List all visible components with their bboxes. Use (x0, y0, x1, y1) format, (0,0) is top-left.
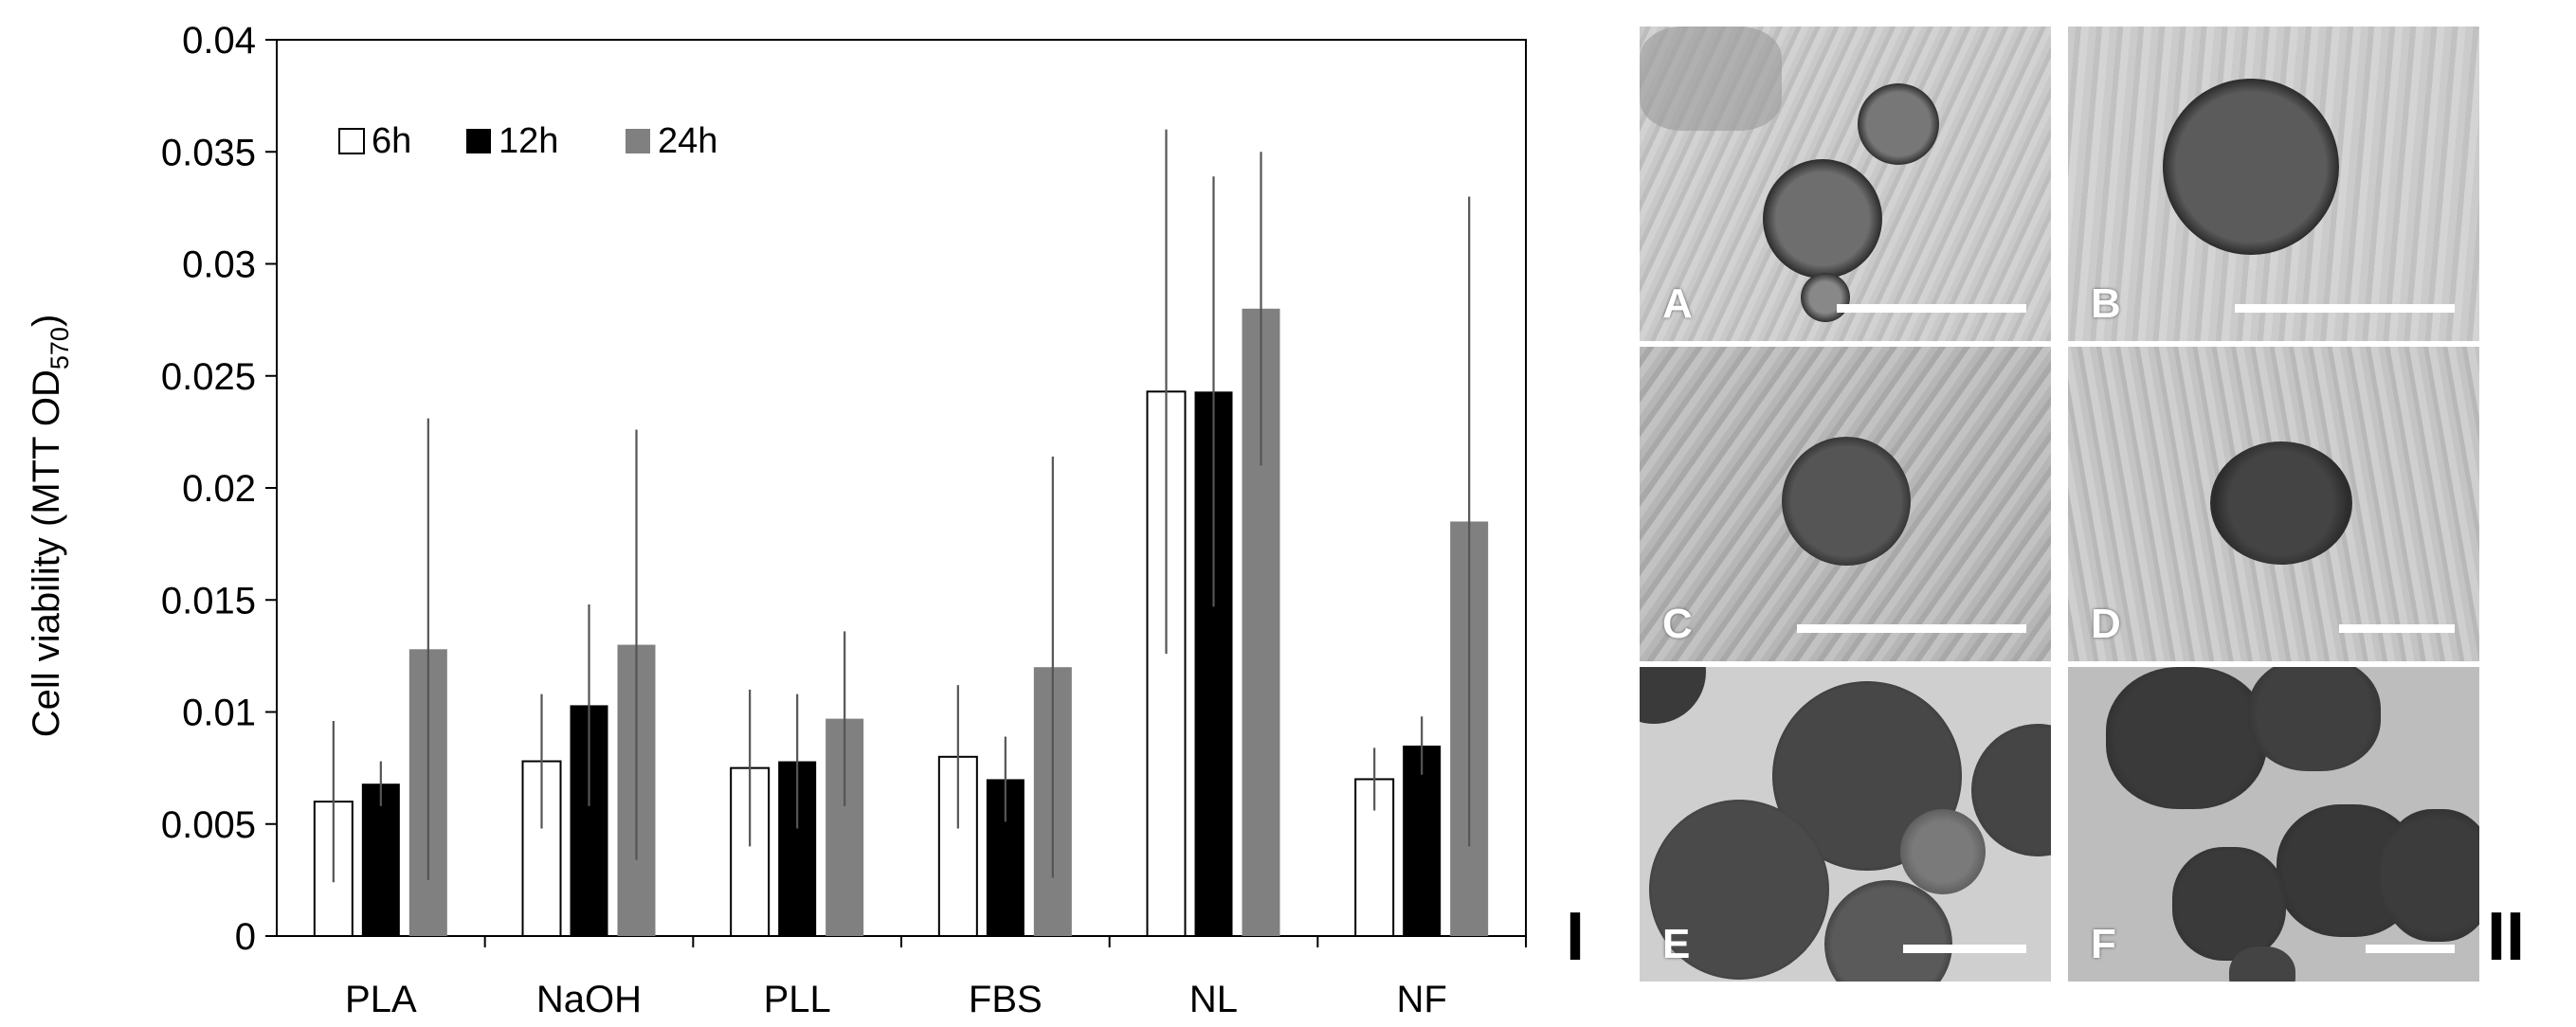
chart-error-bars (332, 129, 1471, 883)
chart-axes: 0 0.005 0.01 0.015 0.02 0.025 0.03 0.035 0.04 PLA… (161, 20, 1527, 1020)
x-tick-label: FBS (969, 979, 1043, 1020)
legend-label-24h: 24h (658, 121, 717, 161)
legend-label-6h: 6h (372, 121, 411, 161)
micrograph-a: A (1640, 27, 2051, 341)
micrograph-letter: B (2091, 280, 2121, 327)
legend-swatch-6h (338, 128, 365, 154)
micrograph-letter: A (1662, 280, 1693, 327)
bar-12h-PLA (361, 784, 400, 936)
micrograph-f: F (2068, 667, 2479, 982)
micrograph-c: C (1640, 347, 2051, 661)
micrograph-letter: E (1662, 921, 1691, 967)
y-tick-label: 0.01 (182, 693, 256, 734)
micrograph-letter: D (2091, 601, 2121, 647)
y-axis-label: Cell viability (MTT OD570) (26, 315, 74, 738)
y-tick-label: 0.04 (182, 20, 256, 62)
panel-label-right: II (2487, 899, 2526, 975)
y-tick-label: 0.02 (182, 468, 256, 510)
y-tick-label: 0.015 (161, 580, 256, 622)
chart-legend: 6h 12h 24h (338, 121, 717, 161)
bar-chart: 0 0.005 0.01 0.015 0.02 0.025 0.03 0.035 0.04 PLA… (26, 20, 1527, 1020)
legend-label-12h: 12h (499, 121, 558, 161)
micrograph-b: B (2068, 27, 2479, 341)
x-tick-label: NL (1189, 979, 1238, 1020)
micrograph-letter: C (1662, 601, 1693, 647)
micrograph-d: D (2068, 347, 2479, 661)
plot-frame (276, 39, 1527, 937)
micrograph-grid: A B C D E (1640, 27, 2479, 983)
legend-swatch-12h (466, 129, 491, 153)
y-tick-label: 0.025 (161, 356, 256, 398)
x-tick-label: PLL (764, 979, 831, 1020)
x-tick-label: NF (1397, 979, 1447, 1020)
chart-bars (313, 308, 1489, 938)
micrograph-letter: F (2091, 921, 2116, 967)
panel-label-left: I (1566, 899, 1586, 975)
y-tick-label: 0.005 (161, 804, 256, 846)
y-tick-label: 0.03 (182, 244, 256, 286)
y-tick-label: 0.035 (161, 132, 256, 173)
y-tick-label: 0 (235, 916, 256, 958)
x-tick-label: PLA (345, 979, 417, 1020)
legend-swatch-24h (626, 129, 650, 153)
micrograph-e: E (1640, 667, 2051, 982)
bar-6h-NF (1354, 778, 1395, 938)
x-tick-label: NaOH (536, 979, 642, 1020)
bar-12h-NF (1403, 745, 1442, 936)
